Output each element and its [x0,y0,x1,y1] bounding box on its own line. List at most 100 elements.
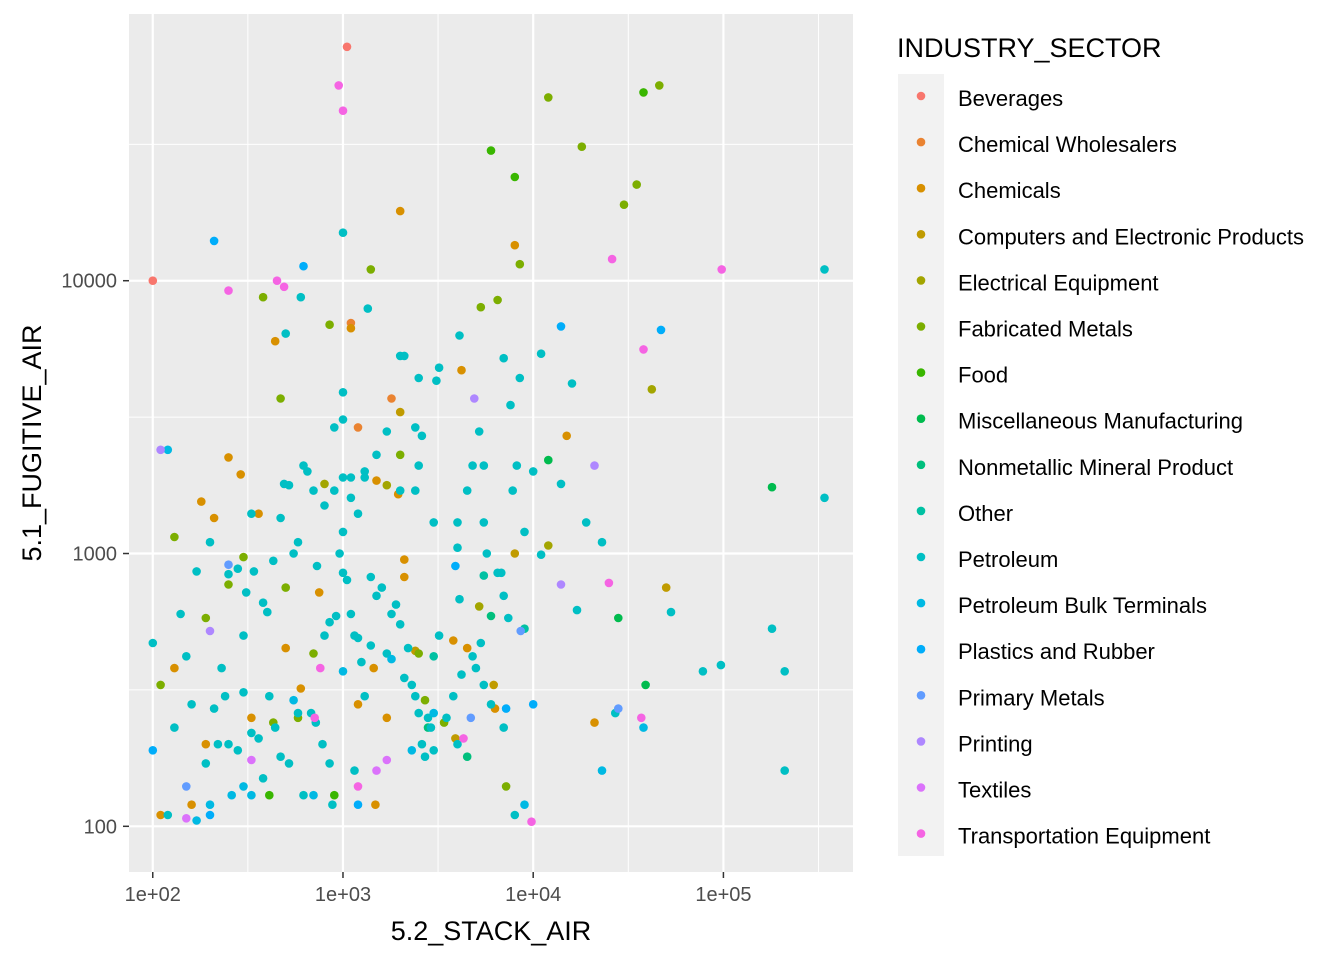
data-point [170,723,179,732]
data-point [357,657,366,667]
data-point [512,461,522,470]
data-point [637,713,646,723]
data-point [224,453,233,462]
data-point [330,486,339,495]
data-point [320,501,329,510]
data-point [453,543,462,552]
data-point [276,513,285,523]
data-point [224,560,233,569]
data-point [528,700,538,709]
data-point [187,700,196,709]
data-point [201,759,211,768]
data-point [536,349,546,359]
data-point [316,663,325,673]
data-point [590,461,599,470]
data-point [254,509,263,518]
data-point [459,734,468,743]
data-point [411,486,420,495]
data-point [239,631,248,640]
data-point [520,800,529,809]
legend-key [916,276,926,285]
data-point [170,532,179,542]
data-point [479,461,489,470]
data-point [270,723,280,732]
data-point [281,583,291,592]
data-point [471,663,481,673]
data-point [350,766,359,775]
data-point [148,276,158,286]
data-point [312,561,322,571]
data-point [303,467,312,476]
data-point [331,611,341,621]
data-point [607,254,617,264]
data-point [474,602,484,611]
data-point [453,518,462,527]
data-point [330,423,339,432]
data-point [641,680,650,690]
data-point [661,583,671,592]
data-point [516,626,525,636]
x-tick-label: 1e+05 [695,884,751,906]
data-point [360,467,370,476]
data-point [486,611,496,621]
data-point [338,106,348,115]
legend-label: Nonmetallic Mineral Product [958,455,1233,480]
data-point [353,700,363,709]
data-point [360,473,370,482]
data-point [515,259,525,269]
data-point [470,394,479,403]
data-point [201,613,211,623]
data-point [577,142,587,151]
data-point [320,479,329,489]
x-tick-label: 1e+04 [505,884,561,906]
data-point [414,373,424,383]
data-point [279,282,289,292]
legend-label: Computers and Electronic Products [958,224,1304,249]
data-point [330,790,339,800]
data-point [462,486,472,495]
data-point [205,810,215,820]
data-point [767,624,777,633]
y-tick-label: 100 [84,816,117,838]
data-point [289,549,298,558]
data-point [698,667,708,676]
data-point [372,450,381,460]
data-point [449,691,458,701]
data-point [239,782,248,791]
data-point [342,575,352,585]
data-point [263,607,272,617]
data-point [510,172,520,182]
data-point [476,638,486,648]
legend-key [916,137,926,147]
data-point [590,718,599,727]
data-point [346,323,356,333]
data-point [148,746,158,755]
legend-key [916,322,926,331]
data-point [328,800,337,809]
data-point [272,276,282,286]
data-point [767,482,777,492]
data-point [411,423,420,432]
data-point [249,567,259,576]
data-point [227,790,236,800]
data-point [403,643,413,653]
data-point [217,663,226,673]
data-point [163,810,173,820]
legend-label: Printing [958,731,1033,756]
data-point [284,480,294,490]
data-point [325,759,334,768]
data-point [501,782,511,791]
data-point [265,790,274,800]
data-point [366,265,376,274]
data-point [462,643,472,653]
data-point [346,473,356,482]
data-point [417,431,427,441]
data-point [462,752,472,761]
data-point [400,673,409,683]
data-point [372,766,381,775]
data-point [209,236,219,246]
data-point [510,549,520,558]
legend-key [916,644,926,654]
data-point [544,93,553,102]
x-axis-ticks: 1e+02 1e+03 1e+04 1e+05 [125,872,752,906]
